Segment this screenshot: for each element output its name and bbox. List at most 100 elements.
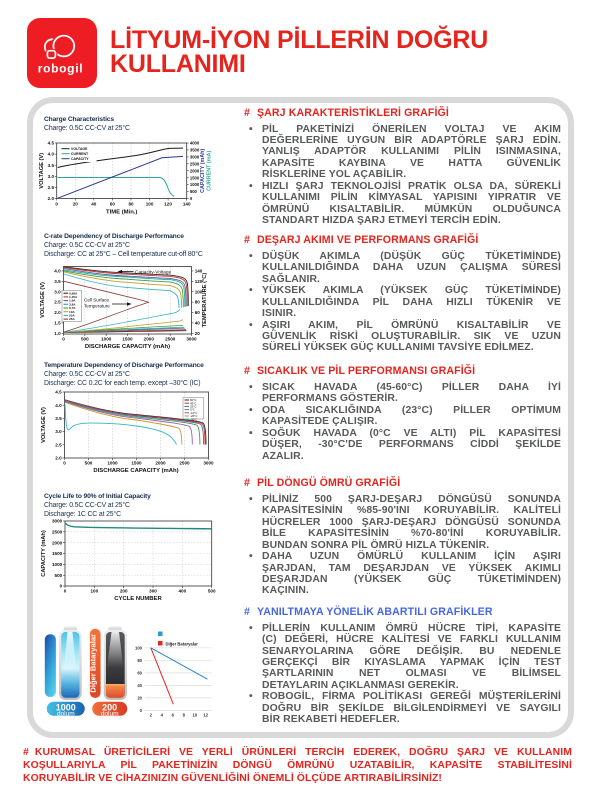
svg-text:1500: 1500 [131, 461, 142, 466]
svg-text:40: 40 [137, 683, 142, 688]
svg-text:robogil: robogil [38, 62, 84, 76]
svg-text:60: 60 [110, 202, 116, 207]
svg-text:1000: 1000 [56, 702, 76, 712]
svg-text:3000: 3000 [52, 519, 63, 524]
svg-text:6: 6 [172, 712, 175, 717]
svg-text:3.5: 3.5 [48, 163, 55, 168]
svg-text:VOLTAGE (V): VOLTAGE (V) [40, 282, 46, 318]
svg-text:CURRENT (mA): CURRENT (mA) [207, 151, 213, 191]
svg-text:2500: 2500 [52, 529, 63, 534]
svg-text:Temperature: Temperature [84, 303, 110, 308]
svg-text:25°C: 25°C [190, 405, 196, 409]
svg-text:3,8A: 3,8A [69, 302, 76, 306]
svg-text:100: 100 [195, 289, 203, 294]
svg-text:20A: 20A [69, 314, 75, 318]
svg-text:120: 120 [164, 202, 172, 207]
svg-text:0: 0 [62, 337, 65, 342]
svg-text:3.0: 3.0 [54, 289, 61, 294]
svg-text:Diğer Bataryalar: Diğer Bataryalar [166, 641, 199, 646]
svg-text:0: 0 [60, 584, 63, 589]
svg-text:0: 0 [140, 708, 143, 713]
svg-text:20: 20 [73, 202, 79, 207]
svg-text:0: 0 [63, 461, 66, 466]
svg-text:1500: 1500 [52, 551, 63, 556]
svg-text:40: 40 [195, 321, 201, 326]
svg-text:1500: 1500 [122, 337, 133, 342]
svg-text:10: 10 [192, 712, 197, 717]
svg-text:60°C: 60°C [190, 398, 196, 402]
svg-text:500: 500 [190, 189, 198, 194]
svg-text:1000: 1000 [101, 337, 112, 342]
svg-text:4.5: 4.5 [48, 141, 55, 146]
svg-text:100: 100 [146, 202, 154, 207]
svg-text:2500: 2500 [190, 161, 200, 166]
svg-text:20: 20 [137, 695, 142, 700]
svg-text:100: 100 [90, 589, 98, 594]
svg-text:-30°C: -30°C [190, 417, 197, 421]
svg-text:1.5: 1.5 [54, 321, 61, 326]
svg-text:500: 500 [85, 461, 93, 466]
svg-text:2500: 2500 [179, 461, 190, 466]
svg-text:140: 140 [183, 202, 191, 207]
svg-text:3000: 3000 [190, 155, 200, 160]
svg-text:1000: 1000 [107, 461, 118, 466]
svg-text:500: 500 [55, 573, 63, 578]
svg-text:2500: 2500 [165, 337, 176, 342]
svg-text:200: 200 [102, 702, 117, 712]
svg-text:0: 0 [55, 202, 58, 207]
svg-text:400: 400 [178, 589, 186, 594]
svg-text:10A: 10A [69, 310, 75, 314]
svg-text:26A: 26A [69, 317, 75, 321]
svg-text:80: 80 [137, 658, 142, 663]
svg-text:-20°C: -20°C [190, 414, 197, 418]
svg-text:1,45A: 1,45A [69, 295, 78, 299]
svg-text:40: 40 [91, 202, 97, 207]
svg-text:dolum: dolum [57, 710, 75, 717]
svg-text:2.0: 2.0 [48, 196, 55, 201]
svg-text:2.0: 2.0 [54, 310, 61, 315]
svg-text:8,7A: 8,7A [69, 306, 76, 310]
svg-text:dolum: dolum [101, 710, 119, 717]
svg-text:4: 4 [161, 712, 164, 717]
svg-text:TIME (Min.): TIME (Min.) [106, 210, 137, 216]
svg-text:2000: 2000 [144, 337, 155, 342]
svg-text:2000: 2000 [190, 168, 200, 173]
svg-text:3500: 3500 [190, 148, 200, 153]
svg-text:VOLTAGE (V): VOLTAGE (V) [39, 153, 45, 189]
svg-text:1000: 1000 [190, 182, 200, 187]
svg-text:2000: 2000 [52, 540, 63, 545]
svg-text:VOLTAGE: VOLTAGE [71, 147, 88, 151]
svg-text:1000: 1000 [52, 562, 63, 567]
svg-text:2: 2 [150, 712, 153, 717]
svg-text:300: 300 [149, 589, 157, 594]
svg-text:20: 20 [195, 331, 201, 336]
svg-text:12: 12 [203, 712, 208, 717]
svg-text:2.5: 2.5 [54, 300, 61, 305]
svg-text:140: 140 [195, 269, 203, 274]
svg-text:80: 80 [195, 300, 201, 305]
svg-text:TEMPERATURE (°C): TEMPERATURE (°C) [202, 273, 208, 328]
svg-text:0: 0 [190, 196, 193, 201]
svg-text:3.5: 3.5 [55, 416, 62, 421]
svg-text:3.0: 3.0 [55, 429, 62, 434]
svg-text:200: 200 [120, 589, 128, 594]
svg-text:4.0: 4.0 [55, 403, 62, 408]
svg-text:8: 8 [183, 712, 186, 717]
svg-text:CAPACITY (mAh): CAPACITY (mAh) [41, 530, 47, 577]
svg-text:2.5: 2.5 [48, 185, 55, 190]
svg-text:Capacity-Voltage: Capacity-Voltage [135, 269, 172, 275]
svg-text:500: 500 [81, 337, 89, 342]
svg-text:DISCHARGE CAPACITY (mAh): DISCHARGE CAPACITY (mAh) [93, 468, 178, 473]
svg-text:3000: 3000 [203, 461, 214, 466]
svg-text:CAPACITY: CAPACITY [71, 157, 89, 161]
svg-text:DISCHARGE CAPACITY (mAh): DISCHARGE CAPACITY (mAh) [85, 344, 170, 350]
svg-text:CURRENT: CURRENT [71, 152, 89, 156]
svg-text:Diğer Bataryalar: Diğer Bataryalar [88, 634, 97, 693]
svg-text:0,98A: 0,98A [69, 291, 78, 295]
svg-text:CYCLE NUMBER: CYCLE NUMBER [114, 596, 162, 601]
svg-text:-10°C: -10°C [190, 411, 197, 415]
svg-text:1,9A: 1,9A [69, 299, 76, 303]
svg-text:CAPACITY (mAh): CAPACITY (mAh) [200, 149, 206, 193]
svg-text:2000: 2000 [155, 461, 166, 466]
svg-text:4000: 4000 [190, 141, 200, 146]
